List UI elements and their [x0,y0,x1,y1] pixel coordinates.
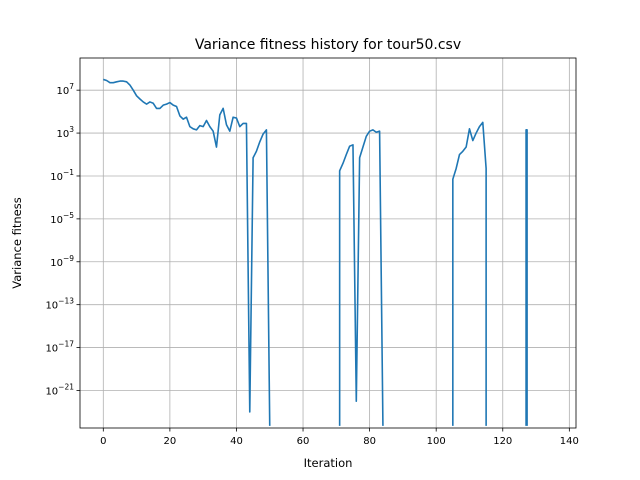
x-tick-label: 0 [100,436,106,447]
y-axis-label: Variance fitness [10,197,24,288]
series-line [452,121,487,426]
x-tick-label: 140 [560,436,579,447]
data-series [103,78,528,426]
x-tick-label: 80 [363,436,376,447]
x-tick-label: 120 [493,436,512,447]
plot-frame [79,57,577,429]
series-line [103,78,271,426]
x-tick-label: 100 [427,436,446,447]
gridlines [80,58,576,428]
x-tick-label: 20 [164,436,177,447]
x-tick-label: 40 [230,436,243,447]
series-line [338,129,384,426]
x-axis-label: Iteration [304,456,353,470]
x-tick-label: 60 [297,436,310,447]
chart-title: Variance fitness history for tour50.csv [195,37,461,53]
series-line [525,129,528,426]
